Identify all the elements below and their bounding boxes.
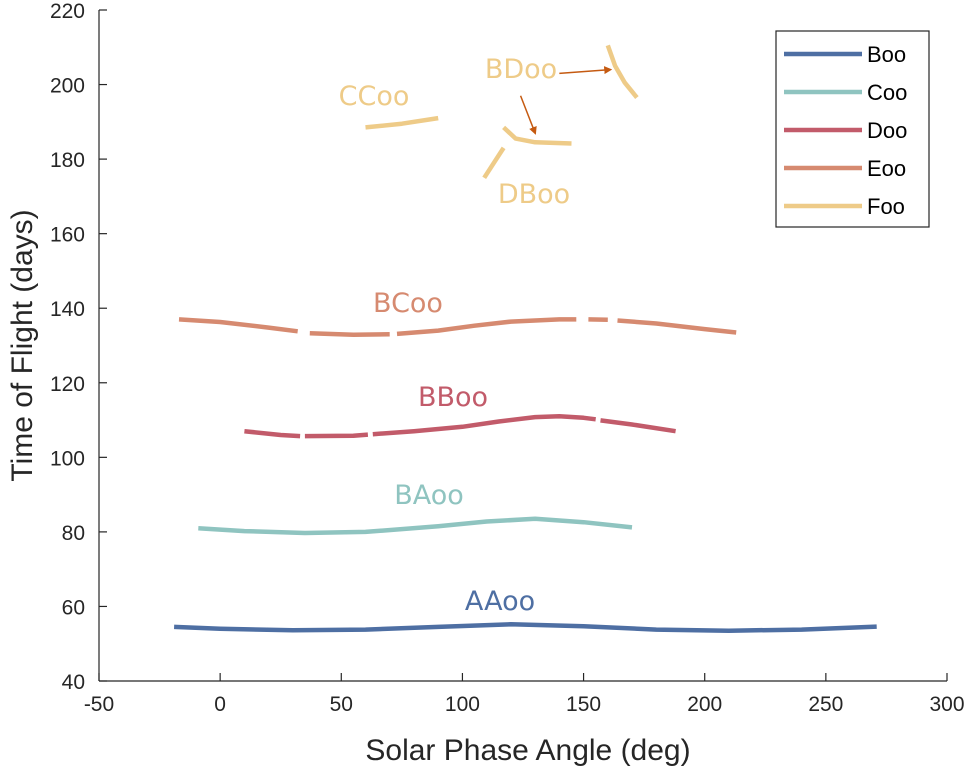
y-tick-label: 140: [50, 298, 85, 321]
x-tick-label: 100: [445, 693, 480, 716]
x-tick-label: 150: [566, 693, 601, 716]
y-tick-label: 40: [62, 671, 85, 694]
legend-label-eoo: Eoo: [867, 156, 906, 181]
axes: -50 0 50 100 150 200 250 300 40 60 80 100 120 140 160 1…: [6, 0, 965, 767]
x-tick-label: -50: [84, 693, 114, 716]
annotation-bdoo: BDoo: [485, 54, 557, 85]
series-dboo-line: [502, 125, 572, 146]
series-dboo-line: [482, 146, 506, 180]
series-bboo-line: [244, 428, 301, 439]
annotation-arrow: [519, 95, 537, 135]
x-tick-label: 200: [687, 693, 722, 716]
series-ccoo-line: [365, 115, 439, 130]
series-layer: [174, 44, 877, 633]
series-bcoo-line: [178, 317, 298, 334]
y-tick-label: 160: [50, 224, 85, 247]
legend-label-doo: Doo: [867, 118, 907, 143]
series-bdoo-line: [605, 44, 639, 100]
series-bboo-line: [304, 432, 369, 439]
y-tick-label: 60: [62, 596, 85, 619]
series-bcoo-line: [617, 318, 737, 335]
y-tick-label: 100: [50, 447, 85, 470]
x-axis-title: Solar Phase Angle (deg): [365, 734, 690, 767]
legend-label-foo: Foo: [867, 194, 905, 219]
y-tick-label: 80: [62, 522, 85, 545]
legend-label-coo: Coo: [867, 80, 907, 105]
x-tick-label: 50: [330, 693, 353, 716]
y-axis-title: Time of Flight (days): [6, 209, 39, 481]
y-tick-label: 220: [50, 0, 85, 23]
legend-label-boo: Boo: [867, 42, 906, 67]
series-bboo-line: [600, 418, 676, 434]
y-tick-label: 180: [50, 149, 85, 172]
annotation-ccoo: CCoo: [339, 81, 410, 112]
annotation-aaoo: AAoo: [465, 586, 535, 617]
series-aaoo-line: [174, 622, 877, 633]
legend: Boo Coo Doo Eoo Foo: [775, 30, 930, 228]
annotation-bcoo: BCoo: [373, 288, 443, 319]
series-bboo-line: [372, 414, 596, 437]
y-tick-label: 200: [50, 75, 85, 98]
annotation-bboo: BBoo: [418, 382, 488, 413]
annotation-dboo: DBoo: [498, 179, 570, 210]
annotation-layer: AAoo BAoo BBoo BCoo CCoo BDoo DBoo: [339, 54, 613, 617]
annotation-baoo: BAoo: [394, 480, 464, 511]
x-tick-label: 300: [929, 693, 964, 716]
series-baoo-line: [198, 516, 633, 536]
series-bcoo-line: [396, 317, 577, 337]
series-bcoo-line: [309, 330, 390, 337]
x-tick-label: 250: [808, 693, 843, 716]
y-tick-label: 120: [50, 373, 85, 396]
annotation-arrow: [559, 66, 613, 75]
x-tick-label: 0: [214, 693, 226, 716]
